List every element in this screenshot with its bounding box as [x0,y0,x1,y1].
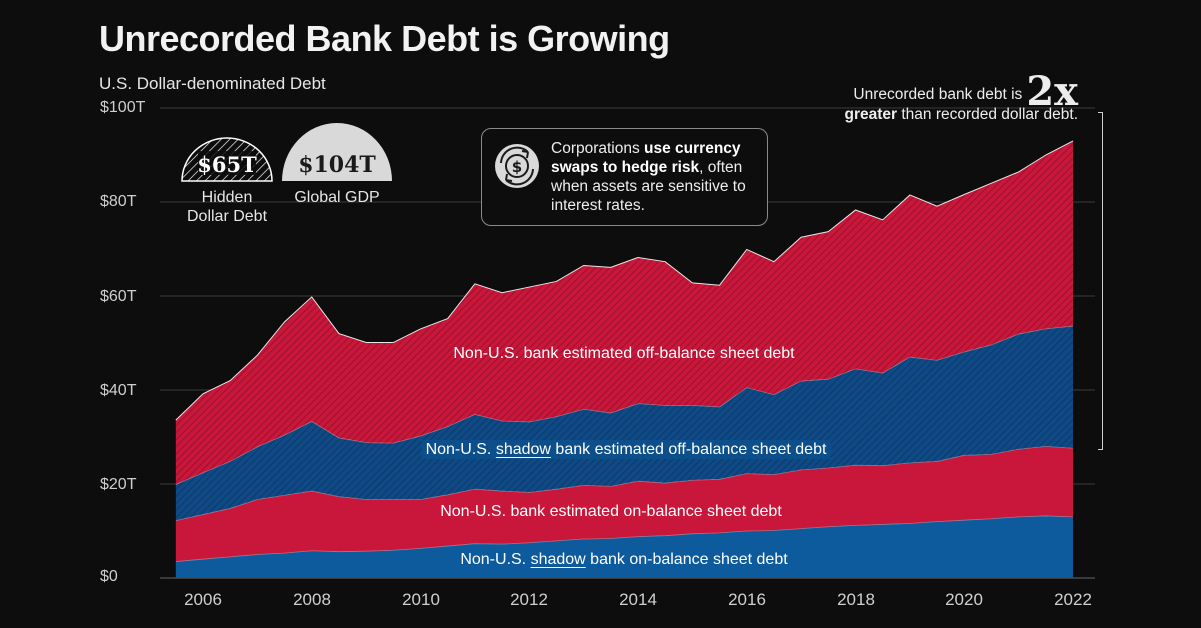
x-tick-label: 2010 [402,590,440,609]
annotation-bold: greater [844,106,898,123]
area-shadow-on-balance [175,515,1073,578]
hidden-debt-label-1: Hidden [201,189,253,206]
annotation-bracket [1098,112,1103,450]
x-tick-label: 2022 [1054,590,1092,609]
annotation-2x: Unrecorded bank debt is 2x greater than r… [844,72,1078,125]
x-tick-label: 2020 [945,590,983,609]
currency-swap-icon: $ [495,144,539,188]
x-tick-label: 2008 [293,590,331,609]
y-tick-label: $20T [100,476,137,493]
page-title: Unrecorded Bank Debt is Growing [99,18,670,59]
x-tick-label: 2018 [837,590,875,609]
series-label-shadow-off: Non-U.S. shadow bank estimated off-balan… [421,440,831,459]
chart-subtitle: U.S. Dollar-denominated Debt [99,74,326,93]
series-label-bank-on: Non-U.S. bank estimated on-balance sheet… [440,503,782,520]
global-gdp-value: $104T [298,152,376,178]
annotation-line1: Unrecorded bank debt is [853,86,1023,103]
series-label-shadow-on: Non-U.S. shadow bank on-balance sheet de… [460,551,788,568]
annotation-big: 2x [1026,68,1078,115]
x-tick-label: 2016 [728,590,766,609]
callout-text: Corporations use currency swaps to hedge… [551,140,746,214]
global-gdp-dome: $104T Global GDP [278,120,396,207]
y-tick-label: $40T [100,382,137,399]
area-bank-off-balance-edge [175,140,1074,421]
hidden-debt-value: $65T [197,152,257,177]
area-bank-off-balance-hatch [175,140,1073,485]
global-gdp-dome-icon: $104T [282,123,392,181]
hidden-debt-dome: $65T Hidden Dollar Debt [172,137,282,226]
global-gdp-label: Global GDP [294,189,380,206]
hidden-debt-dome-icon: $65T [181,137,273,182]
area-shadow-on-balance-edge [175,515,1074,562]
y-tick-label: $80T [100,193,137,210]
series-label-bank-off: Non-U.S. bank estimated off-balance shee… [453,345,795,362]
y-tick-label: $60T [100,288,137,305]
callout-box: $ Corporations use currency swaps to hed… [481,128,768,226]
x-tick-label: 2014 [619,590,657,609]
x-tick-label: 2012 [510,590,548,609]
area-bank-on-balance [175,446,1073,562]
y-tick-label: $100T [100,99,146,116]
annotation-line2: than recorded dollar debt. [897,106,1078,123]
y-tick-label: $0 [100,568,118,585]
hidden-debt-label-2: Dollar Debt [186,208,268,225]
svg-text:$: $ [512,158,522,176]
x-tick-label: 2006 [184,590,222,609]
area-shadow-off-balance-hatch [175,326,1073,521]
